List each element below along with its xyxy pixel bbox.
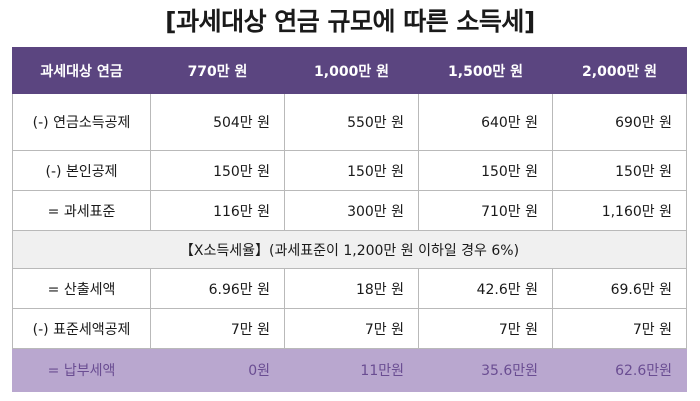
total-cell: 62.6만원 [552, 348, 687, 392]
table-cell: 300만 원 [284, 190, 419, 231]
tax-rate-note: 【X소득세율】(과세표준이 1,200만 원 이하일 경우 6%) [12, 230, 687, 269]
table-cell: 7만 원 [284, 308, 419, 349]
table-cell: 18만 원 [284, 268, 419, 309]
table-cell: 6.96만 원 [150, 268, 285, 309]
table-row: (-) 본인공제 150만 원 150만 원 150만 원 150만 원 [12, 150, 687, 191]
header-cell-1000: 1,000만 원 [284, 47, 419, 94]
row-label: (-) 표준세액공제 [12, 308, 151, 349]
table-cell: 116만 원 [150, 190, 285, 231]
table-cell: 710만 원 [418, 190, 553, 231]
total-label: = 납부세액 [12, 348, 151, 392]
table-header-row: 과세대상 연금 770만 원 1,000만 원 1,500만 원 2,000만 … [12, 47, 687, 94]
row-label: = 산출세액 [12, 268, 151, 309]
table-cell: 7만 원 [150, 308, 285, 349]
table-cell: 150만 원 [150, 150, 285, 191]
table-cell: 550만 원 [284, 93, 419, 151]
row-label: (-) 본인공제 [12, 150, 151, 191]
table-row: (-) 표준세액공제 7만 원 7만 원 7만 원 7만 원 [12, 308, 687, 349]
table-cell: 690만 원 [552, 93, 687, 151]
total-cell: 0원 [150, 348, 285, 392]
header-cell-770: 770만 원 [150, 47, 285, 94]
table-row: = 과세표준 116만 원 300만 원 710만 원 1,160만 원 [12, 190, 687, 231]
table-cell: 1,160만 원 [552, 190, 687, 231]
table-cell: 7만 원 [552, 308, 687, 349]
table-cell: 69.6만 원 [552, 268, 687, 309]
table-cell: 150만 원 [284, 150, 419, 191]
tax-table: 과세대상 연금 770만 원 1,000만 원 1,500만 원 2,000만 … [12, 47, 687, 392]
total-cell: 35.6만원 [418, 348, 553, 392]
tax-rate-note-row: 【X소득세율】(과세표준이 1,200만 원 이하일 경우 6%) [12, 230, 687, 269]
table-cell: 640만 원 [418, 93, 553, 151]
page-title: [과세대상 연금 규모에 따른 소득세] [165, 7, 535, 36]
header-cell-category: 과세대상 연금 [12, 47, 151, 94]
header-cell-2000: 2,000만 원 [552, 47, 687, 94]
total-cell: 11만원 [284, 348, 419, 392]
table-cell: 7만 원 [418, 308, 553, 349]
total-row: = 납부세액 0원 11만원 35.6만원 62.6만원 [12, 348, 687, 392]
header-cell-1500: 1,500만 원 [418, 47, 553, 94]
table-cell: 42.6만 원 [418, 268, 553, 309]
row-label: (-) 연금소득공제 [12, 93, 151, 151]
table-cell: 150만 원 [552, 150, 687, 191]
table-cell: 150만 원 [418, 150, 553, 191]
table-row: (-) 연금소득공제 504만 원 550만 원 640만 원 690만 원 [12, 93, 687, 151]
row-label: = 과세표준 [12, 190, 151, 231]
table-cell: 504만 원 [150, 93, 285, 151]
table-row: = 산출세액 6.96만 원 18만 원 42.6만 원 69.6만 원 [12, 268, 687, 309]
